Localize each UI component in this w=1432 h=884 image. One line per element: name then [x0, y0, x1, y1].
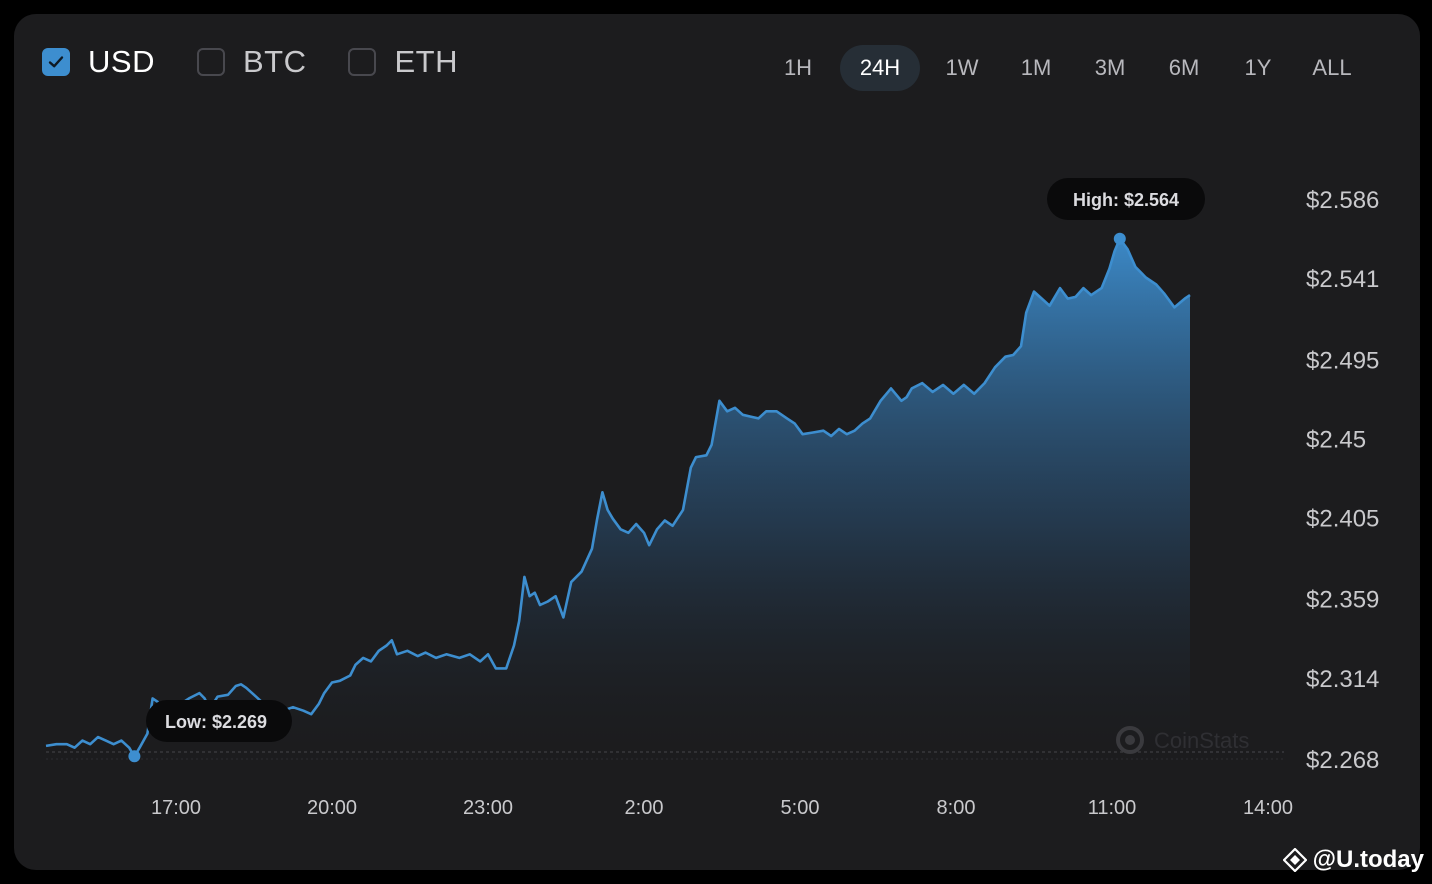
- price-area: [46, 238, 1190, 760]
- coinstats-logo: CoinStats: [1116, 726, 1249, 754]
- range-3m[interactable]: 3M: [1094, 55, 1126, 80]
- chart-panel: USD BTC ETH 1H 24H 1W 1M 3M 6M 1Y ALL: [14, 14, 1420, 870]
- x-tick-label: 23:00: [463, 797, 513, 819]
- range-1m[interactable]: 1M: [1020, 55, 1052, 80]
- x-tick-label: 5:00: [781, 797, 820, 819]
- low-marker: Low: $2.269: [128, 700, 292, 763]
- price-chart: $2.586 $2.541 $2.495 $2.45 $2.405 $2.359 $2.31…: [45, 178, 1379, 819]
- low-dot: [128, 750, 141, 763]
- coinstats-brand: CoinStats: [1154, 728, 1249, 753]
- watermark: @U.today: [1282, 846, 1424, 874]
- currency-eth[interactable]: ETH: [348, 44, 458, 80]
- x-tick-label: 2:00: [625, 797, 664, 819]
- low-tooltip-bg: [146, 700, 292, 742]
- range-1h[interactable]: 1H: [783, 55, 813, 80]
- low-tooltip-label: Low: $2.269: [165, 712, 267, 732]
- y-tick-label: $2.359: [1306, 587, 1379, 614]
- y-tick-label: $2.45: [1306, 426, 1366, 453]
- x-tick-label: 8:00: [937, 797, 976, 819]
- currency-usd[interactable]: USD: [42, 44, 155, 80]
- currency-label-eth: ETH: [394, 44, 458, 79]
- y-tick-label: $2.495: [1306, 347, 1379, 374]
- x-tick-label: 20:00: [307, 797, 357, 819]
- range-all[interactable]: ALL: [1312, 55, 1352, 80]
- checkbox-usd[interactable]: [42, 48, 70, 76]
- y-tick-label: $2.405: [1306, 506, 1379, 533]
- x-tick-label: 11:00: [1088, 797, 1137, 819]
- time-range-tabs: 1H 24H 1W 1M 3M 6M 1Y ALL: [766, 45, 1374, 91]
- y-axis: $2.586 $2.541 $2.495 $2.45 $2.405 $2.359 $2.31…: [1306, 187, 1379, 774]
- range-6m[interactable]: 6M: [1168, 55, 1200, 80]
- currency-label-usd: USD: [88, 44, 155, 79]
- x-tick-label: 17:00: [151, 797, 201, 819]
- price-line: [45, 237, 1191, 758]
- check-icon: [48, 56, 64, 68]
- diamond-logo-icon: [1282, 848, 1307, 872]
- watermark-text: @U.today: [1312, 846, 1424, 873]
- high-tooltip-label: High: $2.564: [1073, 190, 1179, 210]
- currency-btc[interactable]: BTC: [196, 44, 307, 80]
- y-tick-label: $2.268: [1306, 747, 1379, 774]
- currency-selector: USD BTC ETH: [42, 44, 500, 80]
- high-dot: [1113, 232, 1126, 245]
- range-1y[interactable]: 1Y: [1244, 55, 1272, 80]
- high-marker: High: $2.564: [1047, 178, 1205, 245]
- checkbox-eth[interactable]: [348, 48, 377, 76]
- y-tick-label: $2.314: [1306, 666, 1379, 693]
- high-tooltip-bg: [1047, 178, 1205, 220]
- checkbox-btc[interactable]: [196, 48, 225, 76]
- currency-label-btc: BTC: [242, 44, 307, 79]
- x-axis: 17:00 20:00 23:00 2:00 5:00 8:00 11:00 14:00: [151, 797, 1293, 819]
- y-tick-label: $2.586: [1306, 187, 1379, 214]
- x-tick-label: 14:00: [1243, 797, 1293, 819]
- range-24h[interactable]: 24H: [840, 45, 920, 91]
- range-1w[interactable]: 1W: [945, 55, 979, 80]
- y-tick-label: $2.541: [1306, 266, 1379, 293]
